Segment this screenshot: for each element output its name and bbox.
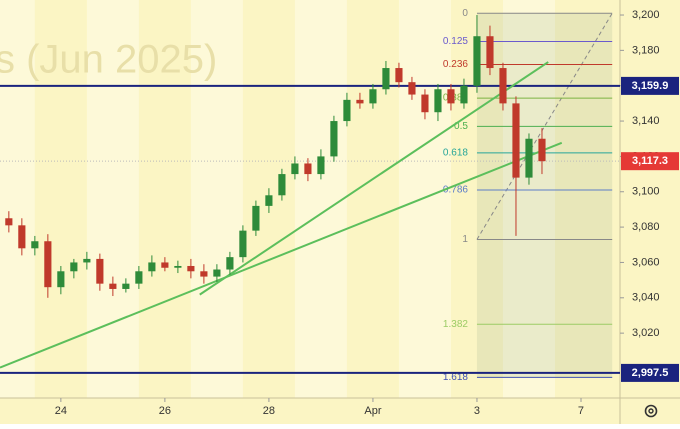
y-tick-label: 3,200 bbox=[632, 9, 660, 21]
candle-body bbox=[525, 138, 533, 178]
candle-body bbox=[148, 262, 156, 272]
candle-body bbox=[70, 262, 78, 272]
x-tick-label: 24 bbox=[55, 405, 67, 417]
candle-body bbox=[31, 241, 39, 249]
fib-label: 1.382 bbox=[443, 319, 468, 330]
candle-body bbox=[5, 218, 13, 226]
trend-line bbox=[0, 141, 563, 369]
candle-body bbox=[44, 241, 52, 288]
candle-body bbox=[96, 258, 104, 284]
candle-body bbox=[265, 195, 273, 206]
candle-body bbox=[161, 262, 169, 268]
fib-label: 1 bbox=[462, 234, 468, 245]
candle-body bbox=[382, 68, 390, 90]
last-price-tag bbox=[621, 152, 679, 171]
settings-icon[interactable] bbox=[644, 404, 658, 418]
candle-body bbox=[486, 36, 494, 69]
last-price-label: 3,117.3 bbox=[632, 155, 668, 167]
candle-body bbox=[278, 174, 286, 196]
candle-body bbox=[408, 82, 416, 95]
candle-body bbox=[512, 103, 520, 178]
day-band bbox=[86, 0, 139, 398]
fib-zone bbox=[476, 13, 613, 378]
candle-body bbox=[122, 283, 130, 289]
y-tick-label: 3,100 bbox=[632, 186, 660, 198]
level-label: 2,997.5 bbox=[632, 367, 669, 379]
day-band bbox=[398, 0, 451, 398]
candle-body bbox=[83, 258, 91, 263]
candle-body bbox=[395, 68, 403, 83]
y-tick-label: 3,140 bbox=[632, 115, 660, 127]
day-band bbox=[0, 0, 35, 398]
plot: 0 0.125 0.236 0.382 0.5 0.618 0.786 1 1.382 1.618 bbox=[0, 8, 620, 383]
y-tick-label: 3,040 bbox=[632, 292, 660, 304]
candle-body bbox=[252, 205, 260, 231]
fib-label: 0.382 bbox=[443, 93, 468, 104]
watermark: s (Jun 2025) bbox=[0, 38, 217, 82]
y-tick-label: 3,020 bbox=[632, 327, 660, 339]
candle-body bbox=[304, 163, 312, 175]
price-axis bbox=[620, 0, 680, 424]
fib-label: 0.618 bbox=[443, 148, 468, 159]
x-tick-label: 28 bbox=[263, 405, 275, 417]
fib-diagonal bbox=[476, 12, 613, 240]
x-tick-label: 26 bbox=[159, 405, 171, 417]
candle-body bbox=[538, 138, 546, 162]
x-tick-label: 3 bbox=[474, 405, 480, 417]
candle-body bbox=[174, 265, 182, 268]
fib-label: 0.5 bbox=[454, 121, 468, 132]
fib-label: 0.125 bbox=[443, 36, 468, 47]
day-band bbox=[502, 0, 555, 398]
candle-body bbox=[473, 36, 481, 86]
candle-body bbox=[447, 89, 455, 104]
candle-body bbox=[291, 163, 299, 175]
day-band bbox=[190, 0, 243, 398]
fib-label: 0.236 bbox=[443, 59, 468, 70]
day-bands bbox=[0, 0, 555, 398]
candle-body bbox=[317, 156, 325, 175]
x-tick-label: 7 bbox=[578, 405, 584, 417]
candle-body bbox=[343, 99, 351, 122]
y-tick-label: 3,060 bbox=[632, 256, 660, 268]
x-tick-label: Apr bbox=[364, 405, 381, 417]
candle-body bbox=[18, 225, 26, 249]
time-axis bbox=[0, 398, 620, 424]
level-label: 3,159.9 bbox=[632, 80, 669, 92]
candle-body bbox=[239, 230, 247, 258]
candle-body bbox=[200, 271, 208, 277]
gear[interactable] bbox=[644, 404, 658, 418]
candle-body bbox=[460, 85, 468, 104]
candle-body bbox=[421, 94, 429, 113]
trend-line bbox=[199, 61, 549, 296]
candle-body bbox=[226, 257, 234, 270]
y-tick-label: 3,180 bbox=[632, 44, 660, 56]
candle-body bbox=[499, 68, 507, 104]
candle-body bbox=[109, 283, 117, 289]
candle-body bbox=[213, 269, 221, 277]
y-tick-label: 3,080 bbox=[632, 221, 660, 233]
gear-hub[interactable] bbox=[648, 408, 654, 414]
candle-body bbox=[356, 99, 364, 104]
fib-label: 0 bbox=[462, 8, 468, 19]
level-tag bbox=[621, 363, 679, 382]
candle-body bbox=[57, 271, 65, 288]
level-tag bbox=[621, 76, 679, 95]
candle-body bbox=[187, 265, 195, 272]
candle-body bbox=[330, 121, 338, 157]
candle-body bbox=[434, 89, 442, 113]
fib-label: 1.618 bbox=[443, 372, 468, 383]
day-band bbox=[294, 0, 347, 398]
candle-body bbox=[135, 271, 143, 284]
candle-body bbox=[369, 89, 377, 104]
fib-label: 0.786 bbox=[443, 185, 468, 196]
